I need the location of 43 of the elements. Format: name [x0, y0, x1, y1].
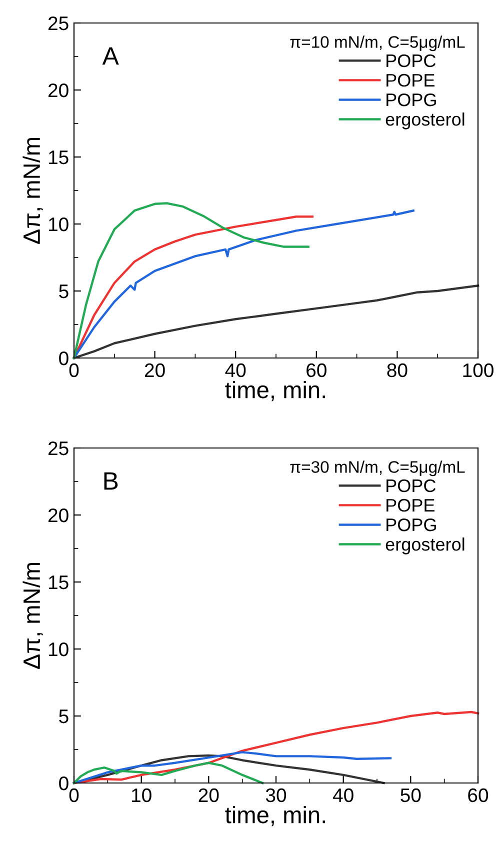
legend-title: π=10 mN/m, C=5μg/mL — [290, 36, 465, 52]
x-tick-label: 60 — [306, 363, 326, 378]
y-tick-label: 5 — [59, 284, 68, 298]
text: B — [104, 472, 118, 490]
y-tick-label: 15 — [48, 150, 68, 164]
y-tick-label: 10 — [48, 642, 68, 656]
legend-label: POPC — [386, 479, 436, 492]
line-series — [72, 209, 414, 360]
legend-label: POPE — [386, 74, 434, 87]
legend-label: POPG — [386, 518, 436, 532]
x-tick-label: 40 — [332, 788, 354, 802]
x-tick-label: 60 — [468, 788, 488, 802]
y-tick-label: 10 — [48, 217, 68, 232]
x-axis-title: time, min. — [225, 806, 326, 826]
y-tick-label: 5 — [59, 710, 68, 724]
y-axis-title: Δπ, mN/m — [22, 138, 43, 244]
y-axis-title: Δπ, mN/m — [22, 562, 43, 669]
legend-label: POPE — [386, 498, 434, 512]
x-tick-label: 100 — [463, 363, 494, 378]
legend-label: ergosterol — [386, 112, 464, 130]
y-tick-label: 0 — [59, 776, 68, 790]
x-tick-label: 0 — [69, 363, 79, 378]
x-tick-label: 30 — [266, 788, 286, 802]
x-tick-label: 10 — [132, 788, 152, 802]
x-tick-label: 50 — [400, 788, 421, 802]
y-tick-label: 25 — [48, 441, 68, 456]
line-series — [72, 762, 264, 784]
y-tick-label: 15 — [48, 576, 68, 590]
y-tick-label: 25 — [48, 16, 68, 30]
y-tick-label: 20 — [48, 83, 68, 98]
x-tick-label: 20 — [198, 788, 219, 802]
x-tick-label: 40 — [225, 363, 246, 378]
legend-label: POPG — [386, 93, 436, 106]
x-tick-label: 0 — [69, 788, 79, 802]
x-tick-label: 80 — [387, 363, 408, 378]
legend-title: π=30 mN/m, C=5μg/mL — [290, 460, 465, 476]
legend-label: ergosterol — [386, 538, 464, 554]
x-tick-label: 20 — [144, 363, 165, 378]
y-tick-label: 20 — [48, 508, 68, 522]
text: A — [102, 47, 119, 65]
x-axis-title: time, min. — [225, 380, 326, 402]
y-tick-label: 0 — [59, 351, 68, 366]
legend-label: POPC — [386, 54, 436, 68]
